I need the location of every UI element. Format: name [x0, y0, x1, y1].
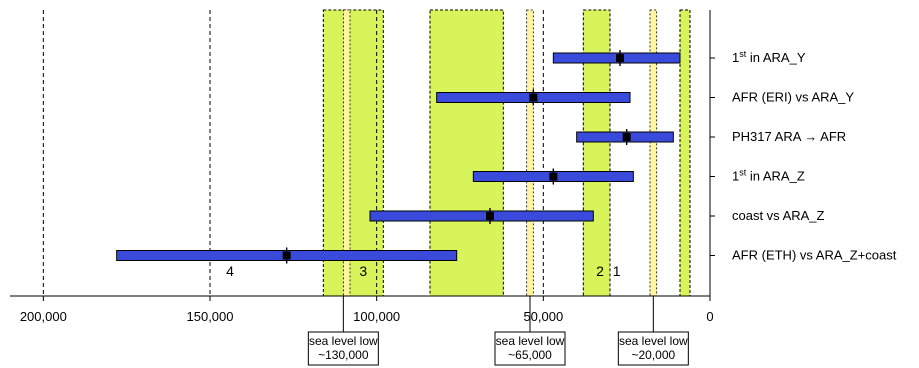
series-label-main-5: AFR (ETH) vs ARA_Z+coast	[732, 248, 897, 263]
green-zone-4	[679, 9, 691, 297]
series-label-2: PH317 ARA → AFR	[732, 129, 846, 144]
series-label-main-0: 1	[732, 50, 739, 65]
zone-label-1: 3	[359, 263, 367, 279]
series-label-1: AFR (ERI) vs ARA_Y	[732, 90, 854, 105]
annotation-line1-1: sea level low	[496, 334, 565, 348]
annotation-box-2	[617, 331, 689, 366]
annotation-box-0	[307, 331, 379, 366]
x-tick-label-4: 0	[706, 309, 713, 324]
annotation-line1-0: sea level low	[309, 334, 378, 348]
point-marker-3	[549, 172, 558, 181]
x-tick-label-1: 150,000	[187, 309, 234, 324]
yellow-zone-2	[526, 9, 534, 297]
green-zone-2	[429, 9, 504, 297]
annotation-line2-2: ~20,000	[631, 348, 675, 362]
point-marker-0	[616, 54, 624, 62]
green-zone-1	[322, 9, 384, 297]
annotation-box-1	[494, 331, 566, 366]
x-tick-label-0: 200,000	[20, 309, 67, 324]
x-tick-label-3: 50,000	[523, 309, 563, 324]
series-label-sup-0: st	[739, 49, 747, 59]
zone-label-3: 1	[613, 263, 621, 279]
background-layer	[322, 9, 691, 297]
point-marker-2	[622, 133, 631, 141]
bar-layer	[116, 50, 681, 264]
yellow-zone-1	[342, 9, 351, 297]
annotation-line2-0: ~130,000	[318, 348, 369, 362]
series-label-0: 1st in ARA_Y	[732, 49, 806, 65]
series-label-sup-3: st	[739, 168, 747, 178]
point-marker-5	[282, 251, 291, 260]
x-tick-label-2: 100,000	[353, 309, 400, 324]
series-label-rest-0: in ARA_Y	[746, 50, 806, 65]
range-bar-4	[369, 210, 594, 222]
series-label-rest-3: in ARA_Z	[746, 169, 805, 184]
series-label-main-4: coast vs ARA_Z	[732, 208, 825, 223]
annotation-line2-1: ~65,000	[508, 348, 552, 362]
series-label-main-2: PH317 ARA → AFR	[732, 129, 846, 144]
series-label-main-1: AFR (ERI) vs ARA_Y	[732, 90, 854, 105]
series-label-5: AFR (ETH) vs ARA_Z+coast	[732, 248, 897, 263]
series-label-4: coast vs ARA_Z	[732, 208, 825, 223]
series-label-main-3: 1	[732, 169, 739, 184]
series-label-3: 1st in ARA_Z	[732, 168, 805, 184]
zone-label-2: 2	[596, 263, 604, 279]
point-marker-1	[529, 93, 538, 102]
point-marker-4	[486, 212, 494, 220]
annotation-line1-2: sea level low	[619, 334, 688, 348]
zone-label-0: 4	[226, 263, 234, 279]
grid-layer	[10, 10, 715, 301]
